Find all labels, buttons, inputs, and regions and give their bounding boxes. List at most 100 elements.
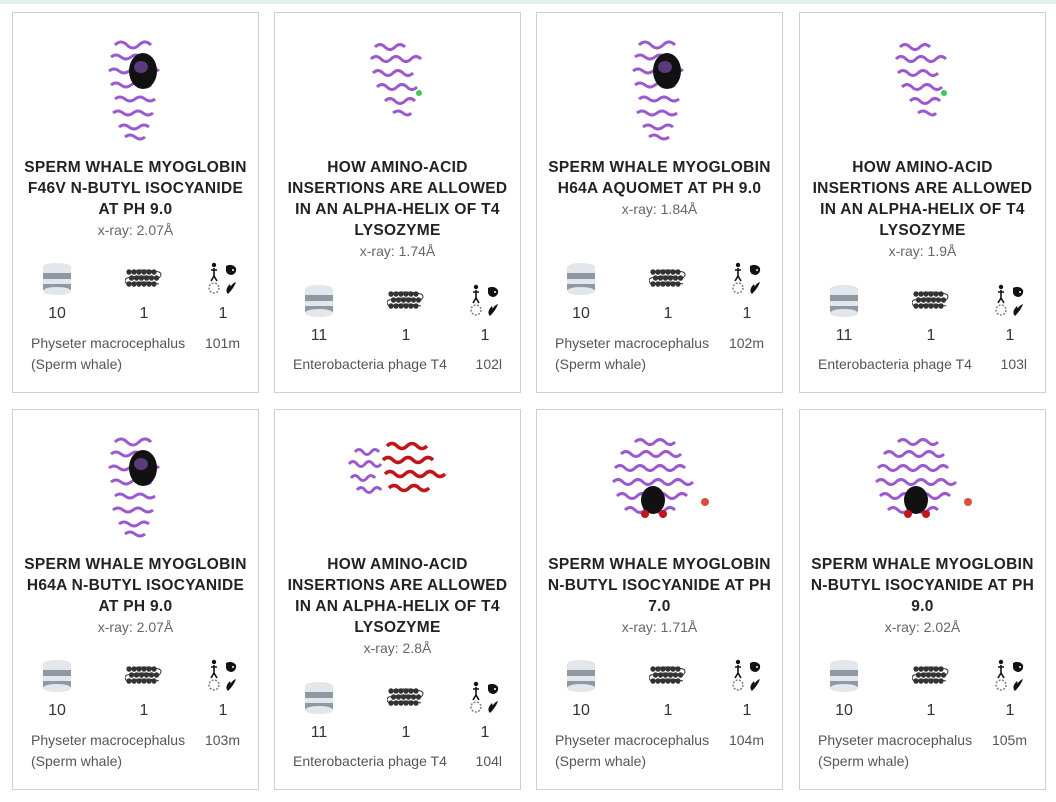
database-icon [814, 281, 874, 321]
chains-count: 1 [926, 327, 936, 344]
myoglobin-structure-image[interactable] [537, 37, 782, 153]
resolution-text: x-ray: 1.84Å [621, 201, 698, 217]
organism-name[interactable]: Enterobacteria phage T4 [293, 356, 447, 372]
chains-stat[interactable]: 1 [901, 281, 961, 345]
structure-card[interactable]: SPERM WHALE MYOGLOBIN F46V N-BUTYL ISOCY… [12, 12, 259, 393]
organism-icon [193, 656, 253, 696]
organisms-stat[interactable]: 1 [455, 678, 515, 742]
chains-stat[interactable]: 1 [638, 656, 698, 720]
organism-icon [193, 259, 253, 299]
organism-name[interactable]: Enterobacteria phage T4 [818, 356, 972, 372]
pdb-id-link[interactable]: 101m [204, 335, 240, 351]
structure-card[interactable]: HOW AMINO-ACID INSERTIONS ARE ALLOWED IN… [274, 12, 521, 393]
assemblies-stat[interactable]: 11 [289, 281, 349, 345]
organisms-count: 1 [480, 327, 490, 344]
structure-card[interactable]: SPERM WHALE MYOGLOBIN N-BUTYL ISOCYANIDE… [536, 409, 783, 790]
assemblies-stat[interactable]: 10 [551, 656, 611, 720]
polymer-chain-icon [638, 656, 698, 696]
lysozyme-structure-image[interactable] [800, 37, 1045, 153]
chains-count: 1 [663, 702, 673, 719]
organism-name[interactable]: Physeter macrocephalus (Sperm whale) [555, 732, 710, 769]
entry-title-text[interactable]: SPERM WHALE MYOGLOBIN H64A N-BUTYL ISOCY… [24, 556, 247, 615]
entry-title-text[interactable]: HOW AMINO-ACID INSERTIONS ARE ALLOWED IN… [287, 159, 508, 239]
myoglobin-structure-image[interactable] [13, 434, 258, 550]
chains-stat[interactable]: 1 [638, 259, 698, 323]
structure-card[interactable]: SPERM WHALE MYOGLOBIN H64A N-BUTYL ISOCY… [12, 409, 259, 790]
entry-title-text[interactable]: SPERM WHALE MYOGLOBIN F46V N-BUTYL ISOCY… [24, 159, 247, 218]
polymer-chain-icon [376, 281, 436, 321]
assemblies-count: 10 [572, 702, 590, 719]
pdb-id-link[interactable]: 103l [1000, 356, 1027, 372]
organisms-count: 1 [218, 702, 228, 719]
database-icon [27, 656, 87, 696]
entry-title-text[interactable]: SPERM WHALE MYOGLOBIN N-BUTYL ISOCYANIDE… [547, 556, 772, 615]
organism-icon [980, 656, 1040, 696]
pdb-id-link[interactable]: 103m [204, 732, 240, 748]
polymer-chain-icon [114, 259, 174, 299]
myoglobin-round-structure-image[interactable] [800, 434, 1045, 550]
pdb-id-link[interactable]: 104l [475, 753, 502, 769]
lysozyme-dimer-structure-image[interactable] [275, 434, 520, 550]
entry-stats: 10 1 1 [800, 656, 1045, 726]
entry-title[interactable]: HOW AMINO-ACID INSERTIONS ARE ALLOWED IN… [283, 157, 512, 262]
entry-title-text[interactable]: HOW AMINO-ACID INSERTIONS ARE ALLOWED IN… [287, 556, 508, 636]
assemblies-stat[interactable]: 10 [27, 656, 87, 720]
pdb-id-link[interactable]: 102m [728, 335, 764, 351]
organisms-stat[interactable]: 1 [455, 281, 515, 345]
assemblies-stat[interactable]: 10 [814, 656, 874, 720]
organism-name[interactable]: Enterobacteria phage T4 [293, 753, 447, 769]
entry-title[interactable]: SPERM WHALE MYOGLOBIN N-BUTYL ISOCYANIDE… [808, 554, 1037, 638]
entry-title-text[interactable]: SPERM WHALE MYOGLOBIN N-BUTYL ISOCYANIDE… [810, 556, 1035, 615]
organisms-stat[interactable]: 1 [980, 656, 1040, 720]
chains-stat[interactable]: 1 [114, 656, 174, 720]
pdb-id-link[interactable]: 102l [475, 356, 502, 372]
entry-title[interactable]: SPERM WHALE MYOGLOBIN N-BUTYL ISOCYANIDE… [545, 554, 774, 638]
resolution-text: x-ray: 2.8Å [363, 640, 432, 656]
organisms-stat[interactable]: 1 [717, 259, 777, 323]
entry-title-text[interactable]: SPERM WHALE MYOGLOBIN H64A AQUOMET AT PH… [548, 159, 771, 197]
structure-card[interactable]: SPERM WHALE MYOGLOBIN N-BUTYL ISOCYANIDE… [799, 409, 1046, 790]
chains-stat[interactable]: 1 [114, 259, 174, 323]
organism-name[interactable]: Physeter macrocephalus (Sperm whale) [31, 732, 186, 769]
database-icon [289, 678, 349, 718]
assemblies-count: 10 [835, 702, 853, 719]
organisms-stat[interactable]: 1 [193, 656, 253, 720]
assemblies-stat[interactable]: 11 [814, 281, 874, 345]
lysozyme-structure-image[interactable] [275, 37, 520, 153]
assemblies-stat[interactable]: 11 [289, 678, 349, 742]
organism-name[interactable]: Physeter macrocephalus (Sperm whale) [31, 335, 186, 372]
entry-title[interactable]: HOW AMINO-ACID INSERTIONS ARE ALLOWED IN… [808, 157, 1037, 262]
resolution-text: x-ray: 2.02Å [884, 619, 961, 635]
chains-stat[interactable]: 1 [376, 281, 436, 345]
polymer-chain-icon [376, 678, 436, 718]
pdb-id-link[interactable]: 105m [991, 732, 1027, 748]
organisms-count: 1 [480, 724, 490, 741]
assemblies-stat[interactable]: 10 [551, 259, 611, 323]
assemblies-stat[interactable]: 10 [27, 259, 87, 323]
organisms-count: 1 [1005, 327, 1015, 344]
entry-title[interactable]: SPERM WHALE MYOGLOBIN H64A N-BUTYL ISOCY… [21, 554, 250, 638]
structure-card[interactable]: HOW AMINO-ACID INSERTIONS ARE ALLOWED IN… [274, 409, 521, 790]
entry-title[interactable]: SPERM WHALE MYOGLOBIN H64A AQUOMET AT PH… [545, 157, 774, 220]
entry-title[interactable]: SPERM WHALE MYOGLOBIN F46V N-BUTYL ISOCY… [21, 157, 250, 241]
entry-stats: 10 1 1 [537, 656, 782, 726]
organisms-stat[interactable]: 1 [717, 656, 777, 720]
pdb-id-link[interactable]: 104m [728, 732, 764, 748]
assemblies-count: 10 [572, 305, 590, 322]
chains-stat[interactable]: 1 [901, 656, 961, 720]
chains-count: 1 [401, 327, 411, 344]
chains-stat[interactable]: 1 [376, 678, 436, 742]
entry-title[interactable]: HOW AMINO-ACID INSERTIONS ARE ALLOWED IN… [283, 554, 512, 659]
chains-count: 1 [401, 724, 411, 741]
myoglobin-round-structure-image[interactable] [537, 434, 782, 550]
myoglobin-structure-image[interactable] [13, 37, 258, 153]
organisms-stat[interactable]: 1 [980, 281, 1040, 345]
entry-title-text[interactable]: HOW AMINO-ACID INSERTIONS ARE ALLOWED IN… [812, 159, 1033, 239]
database-icon [814, 656, 874, 696]
organism-name[interactable]: Physeter macrocephalus (Sperm whale) [555, 335, 710, 372]
organisms-stat[interactable]: 1 [193, 259, 253, 323]
structure-card[interactable]: SPERM WHALE MYOGLOBIN H64A AQUOMET AT PH… [536, 12, 783, 393]
assemblies-count: 10 [48, 305, 66, 322]
structure-card[interactable]: HOW AMINO-ACID INSERTIONS ARE ALLOWED IN… [799, 12, 1046, 393]
organism-name[interactable]: Physeter macrocephalus (Sperm whale) [818, 732, 973, 769]
